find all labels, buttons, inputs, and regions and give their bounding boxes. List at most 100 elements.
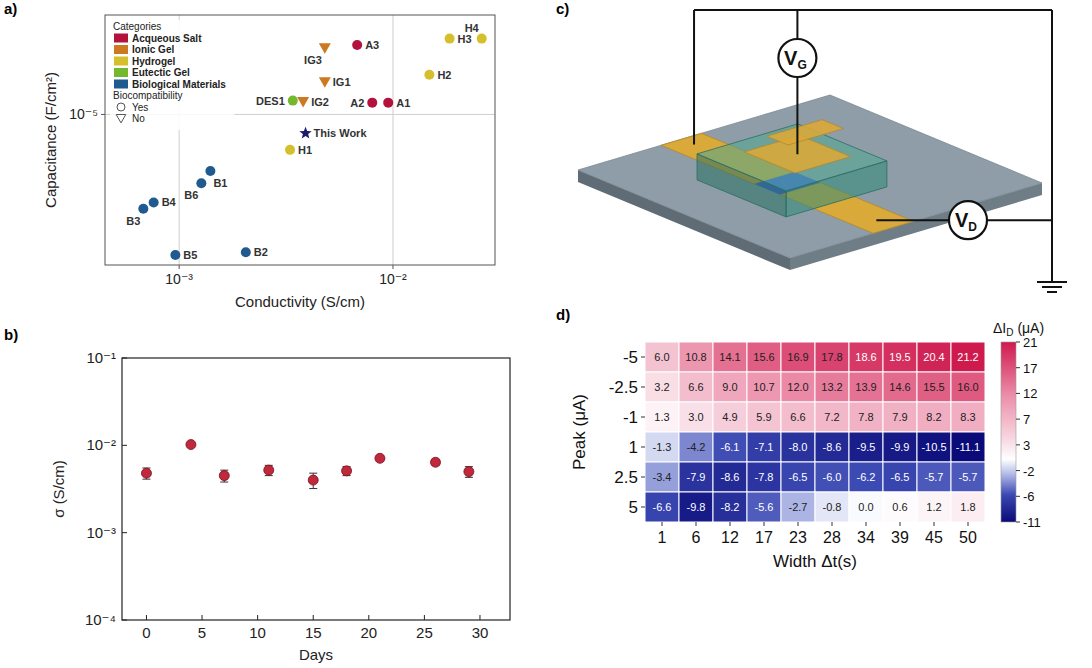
tick-label: -2 (1023, 464, 1035, 479)
cell (645, 462, 679, 492)
tick (1016, 522, 1020, 523)
point-label: IG2 (311, 96, 329, 108)
error-bar (142, 468, 150, 479)
plot-frame (105, 15, 495, 265)
point (308, 475, 318, 485)
tick (900, 522, 901, 526)
source-label: VD (955, 209, 977, 234)
cell (645, 432, 679, 462)
point-label: IG3 (304, 54, 322, 66)
cell (713, 462, 747, 492)
point-label: B2 (254, 246, 268, 258)
tick-label: 20 (360, 624, 377, 641)
cell-labels: 6.010.814.115.616.917.818.619.520.421.23… (653, 351, 981, 513)
point (285, 145, 295, 155)
tick-label: -11 (1023, 515, 1041, 530)
tick-label: 3 (1023, 438, 1030, 453)
cell (815, 372, 849, 402)
cell (713, 432, 747, 462)
tick (641, 447, 645, 448)
cell (917, 342, 951, 372)
tick-label: 6 (692, 529, 701, 546)
tick-label: 5 (629, 498, 638, 517)
wire (693, 10, 695, 145)
cell-label: 20.4 (923, 351, 944, 363)
tick-label: 34 (857, 529, 875, 546)
tick-label: 17 (1023, 361, 1037, 376)
tick (1016, 419, 1020, 420)
cell (951, 372, 985, 402)
tick (730, 522, 731, 526)
cell (917, 402, 951, 432)
cell-label: -5.6 (755, 501, 774, 513)
legend-marker (116, 115, 126, 123)
cell (679, 372, 713, 402)
plot-area (105, 15, 495, 265)
tick-label: -1 (623, 408, 638, 427)
cell (883, 492, 917, 522)
cell (951, 342, 985, 372)
marks (141, 440, 473, 489)
tick (641, 387, 645, 388)
panel-a: a)10⁻³10⁻²10⁻⁵Conductivity (S/cm)Capacit… (4, 0, 495, 310)
cell-label: -11.1 (956, 441, 980, 453)
cell-label: 6.6 (688, 381, 703, 393)
cell-label: 12.0 (787, 381, 808, 393)
cell-label: -8.6 (721, 471, 740, 483)
cell (815, 432, 849, 462)
cell (679, 342, 713, 372)
legend-label: Biological Materials (132, 79, 226, 90)
cell-label: 3.2 (654, 381, 669, 393)
point-label: B6 (184, 189, 198, 201)
cell-label: -9.8 (687, 501, 706, 513)
tick (1016, 367, 1020, 368)
cell (679, 402, 713, 432)
point (431, 457, 441, 467)
cell (849, 492, 883, 522)
cell (747, 372, 781, 402)
cell (645, 372, 679, 402)
cell (917, 492, 951, 522)
tick (122, 620, 127, 621)
point-label: B4 (162, 196, 177, 208)
point-label: B3 (126, 215, 140, 227)
tick-label: 50 (959, 529, 977, 546)
point-label: DES1 (256, 95, 285, 107)
cell (951, 432, 985, 462)
wire (694, 9, 1052, 11)
cell (713, 402, 747, 432)
legend-swatch (114, 57, 128, 66)
cell (815, 462, 849, 492)
legend-swatch (114, 45, 128, 54)
error-bar (343, 467, 351, 476)
cell (849, 372, 883, 402)
error-bar (265, 465, 273, 475)
cell-label: -4.2 (687, 441, 706, 453)
tick-label: -5 (623, 348, 638, 367)
cell (713, 342, 747, 372)
point (138, 204, 148, 214)
tick-label: 5 (198, 624, 206, 641)
point (196, 178, 206, 188)
cell (747, 492, 781, 522)
legend: CategoriesAcqueous SaltIonic GelHydrogel… (110, 20, 234, 130)
cell (883, 372, 917, 402)
cell-label: 7.8 (858, 411, 873, 423)
point-label: H2 (437, 69, 451, 81)
cells (645, 342, 985, 522)
point (424, 70, 434, 80)
cell-label: 21.2 (957, 351, 978, 363)
axis-title: Peak (μA) (570, 394, 589, 470)
cell (679, 462, 713, 492)
cell-label: -6.0 (823, 471, 842, 483)
tick (179, 265, 180, 269)
cell (781, 342, 815, 372)
cell-label: 7.2 (824, 411, 839, 423)
cell-label: 10.8 (685, 351, 706, 363)
axis-title: Days (299, 646, 333, 663)
legend-label: Ionic Gel (132, 44, 174, 55)
wire (1051, 10, 1053, 282)
error-bar (465, 467, 473, 478)
point (352, 40, 362, 50)
point-label: This Work (314, 127, 368, 139)
